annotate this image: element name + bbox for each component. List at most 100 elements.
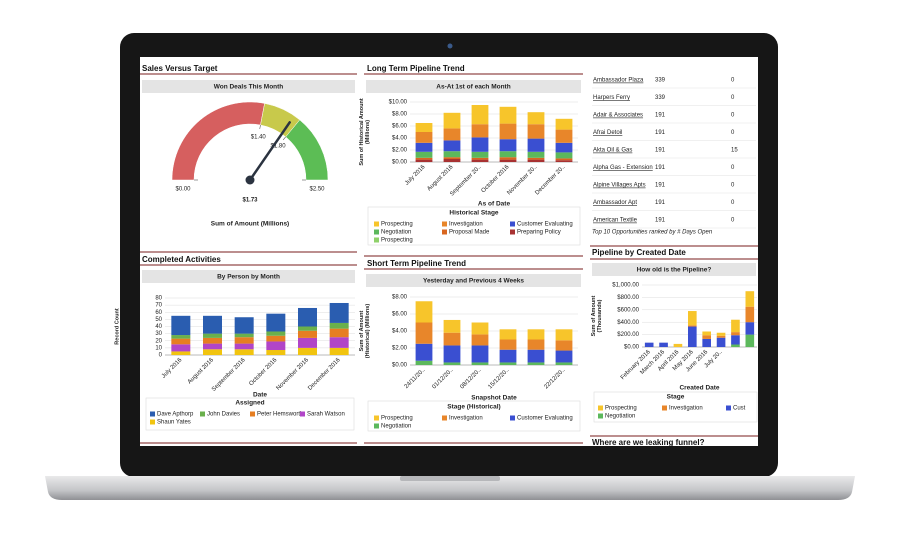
bar-segment (499, 139, 517, 152)
bar-segment (527, 138, 545, 152)
bar-segment (499, 362, 517, 365)
bar-segment (203, 343, 222, 350)
bar-segment (555, 129, 573, 143)
legend-label: Investigation (669, 406, 703, 412)
bar-segment (415, 322, 433, 344)
y-tick-label: $600.00 (617, 307, 639, 313)
legend-swatch (442, 415, 447, 421)
gauge-tick (282, 136, 286, 141)
y-tick-label: 50 (155, 317, 162, 323)
bar-segment (471, 334, 489, 346)
account-name: Akta Oil & Gas (593, 148, 632, 154)
days-open: 191 (655, 130, 666, 136)
bar-segment (731, 319, 740, 333)
bar-segment (499, 106, 517, 124)
x-axis-label: Snapshot Date (471, 395, 517, 402)
legend-label: Prospecting (605, 406, 637, 412)
count: 0 (731, 95, 735, 101)
account-name: Ambassador Apt (593, 200, 637, 206)
bar-segment (673, 343, 683, 347)
bar-segment (203, 315, 222, 334)
bar-segment (716, 337, 726, 347)
chart-title-bar (366, 80, 581, 93)
y-tick-label: $0.00 (392, 160, 408, 166)
gauge-value: $1.73 (242, 198, 258, 204)
bar-segment (415, 360, 433, 365)
account-name: Harpers Ferry (593, 95, 630, 101)
legend-title: Stage (Historical) (447, 404, 500, 411)
legend-title: Assigned (235, 400, 264, 407)
count: 0 (731, 130, 735, 136)
bar-segment (527, 151, 545, 158)
bar-segment (659, 342, 668, 347)
legend-label: Prospecting (381, 222, 413, 228)
gauge-tick-label: $0.00 (175, 187, 191, 193)
count: 0 (731, 165, 735, 171)
days-open: 339 (655, 95, 666, 101)
bar-segment (499, 151, 517, 158)
bar-segment (471, 157, 489, 160)
bar-segment (499, 159, 517, 162)
legend-label: Negotiation (605, 414, 635, 420)
bar-segment (203, 333, 222, 338)
y-axis-label-box: Sum of Amount (Historical) (Millions) (359, 304, 371, 358)
legend-swatch (662, 405, 667, 411)
bar-segment (471, 159, 489, 162)
bar-segment (443, 319, 461, 333)
camera (447, 43, 453, 49)
account-name: Alpha Gas - Extension (593, 165, 653, 171)
legend-swatch (250, 411, 255, 417)
gauge-tick-label: $1.80 (271, 144, 287, 150)
y-axis-label: Sum of Amount (Thousands) (591, 295, 603, 337)
y-tick-label: $10.00 (389, 100, 408, 106)
legend-swatch (200, 411, 205, 417)
bar-segment (527, 159, 545, 162)
bar-segment (266, 341, 286, 351)
bar-segment (688, 311, 697, 326)
legend-label: Negotiation (381, 424, 411, 430)
bar-segment (415, 151, 433, 158)
bar-segment (234, 333, 254, 338)
legend-swatch (510, 229, 515, 235)
bar-segment (415, 142, 433, 152)
count: 0 (731, 78, 735, 84)
legend-swatch (374, 229, 379, 235)
account-name: Ambassador Plaza (593, 78, 644, 84)
bar-segment (234, 343, 254, 350)
bar-segment (555, 160, 573, 162)
bar-segment (171, 315, 191, 336)
bar-segment (329, 347, 349, 355)
gauge-band (285, 119, 329, 181)
days-open: 191 (655, 148, 666, 154)
legend-title: Stage (667, 394, 685, 401)
y-axis-label-box: Sum of Amount (Thousands) (591, 295, 603, 337)
x-axis-label: Created Date (679, 385, 719, 392)
bar-segment (745, 334, 755, 347)
bar-segment (415, 123, 433, 132)
chart-title: Won Deals This Month (214, 84, 284, 91)
legend-label: Sarah Watson (307, 412, 345, 418)
legend-swatch (442, 221, 447, 227)
bar-segment (527, 112, 545, 125)
bar-segment (555, 350, 573, 363)
bar-segment (731, 332, 740, 336)
panel-heading: Sales Versus Target (142, 64, 218, 73)
days-open: 191 (655, 183, 666, 189)
legend-swatch (374, 415, 379, 421)
bar-segment (266, 313, 286, 332)
y-axis-label: Sum of Historical Amount (Millions) (359, 98, 371, 166)
gauge-axis-label: Sum of Amount (Millions) (211, 221, 289, 228)
legend-swatch (150, 419, 155, 425)
y-tick-label: 0 (159, 353, 163, 359)
bar-segment (527, 349, 545, 363)
bar-segment (415, 343, 433, 361)
chart-title-bar (366, 274, 581, 287)
bar-segment (415, 132, 433, 143)
legend-swatch (510, 415, 515, 421)
base-notch (400, 476, 500, 481)
bar-segment (688, 326, 697, 347)
bar-segment (266, 331, 286, 336)
bar-segment (234, 317, 254, 334)
legend-swatch (510, 221, 515, 227)
